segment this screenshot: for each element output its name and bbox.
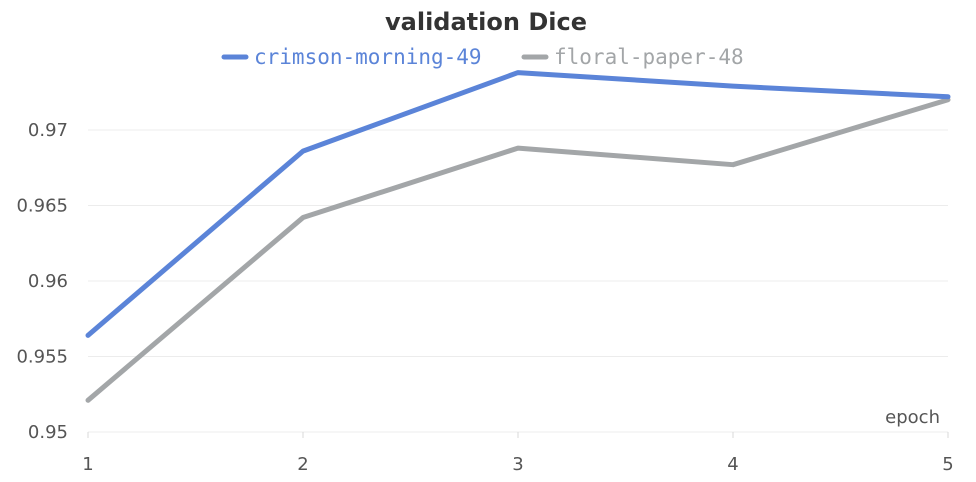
x-tick-label: 2 — [297, 454, 308, 475]
x-tick-label: 1 — [82, 454, 93, 475]
series-line-crimson-morning-49[interactable] — [85, 70, 951, 338]
chart-title: validation Dice — [385, 8, 587, 36]
x-tick-label: 3 — [512, 454, 523, 475]
x-axis-title: epoch — [885, 407, 940, 428]
x-tick-label: 5 — [942, 454, 953, 475]
series-line-floral-paper-48[interactable] — [85, 97, 951, 403]
y-tick-label: 0.97 — [28, 120, 68, 141]
gridlines — [88, 129, 948, 433]
y-axis: 0.95 0.955 0.96 0.965 0.97 — [16, 120, 68, 443]
x-axis: 1 2 3 4 5 — [82, 432, 954, 475]
plot-area — [85, 70, 951, 403]
legend-label-crimson-morning-49[interactable]: crimson-morning-49 — [254, 45, 482, 69]
y-tick-label: 0.95 — [28, 422, 68, 443]
x-tick-label: 4 — [727, 454, 738, 475]
y-tick-label: 0.96 — [28, 271, 68, 292]
legend: crimson-morning-49 floral-paper-48 — [221, 45, 744, 69]
legend-label-floral-paper-48[interactable]: floral-paper-48 — [554, 45, 744, 69]
y-tick-label: 0.965 — [16, 195, 68, 216]
y-tick-label: 0.955 — [16, 346, 68, 367]
